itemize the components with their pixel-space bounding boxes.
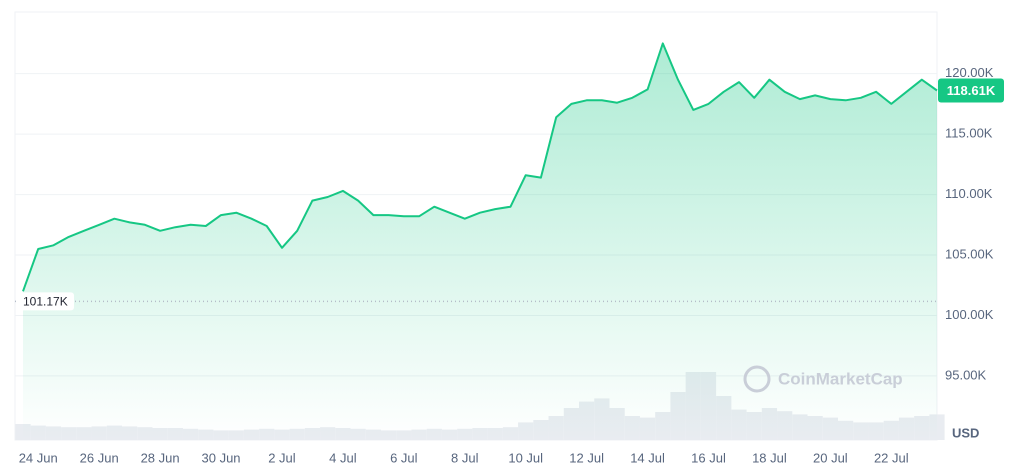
price-area: [23, 43, 937, 441]
x-tick-label: 8 Jul: [451, 450, 479, 465]
x-tick-label: 6 Jul: [390, 450, 418, 465]
x-tick-label: 16 Jul: [691, 450, 726, 465]
y-tick-label: 95.00K: [945, 367, 987, 382]
x-tick-label: 20 Jul: [813, 450, 848, 465]
x-tick-label: 10 Jul: [508, 450, 543, 465]
watermark-text: CoinMarketCap: [778, 369, 903, 388]
start-label-bg: [18, 292, 74, 311]
x-tick-label: 14 Jul: [630, 450, 665, 465]
x-tick-label: 12 Jul: [569, 450, 604, 465]
last-price-badge: [938, 78, 1004, 103]
x-tick-label: 2 Jul: [268, 450, 296, 465]
y-tick-label: 110.00K: [945, 186, 993, 201]
currency-label: USD: [952, 425, 979, 440]
x-tick-label: 28 Jun: [141, 450, 180, 465]
x-tick-label: 4 Jul: [329, 450, 357, 465]
watermark: CoinMarketCap: [743, 365, 903, 393]
x-tick-label: 24 Jun: [19, 450, 58, 465]
x-tick-label: 18 Jul: [752, 450, 787, 465]
y-tick-label: 100.00K: [945, 307, 994, 322]
y-tick-label: 115.00K: [945, 126, 993, 141]
start-label: 101.17K: [23, 294, 68, 308]
price-line: [22, 42, 938, 292]
x-tick-label: 22 Jul: [874, 450, 909, 465]
y-tick-label: 120.00K: [945, 65, 994, 80]
last-price-label: 118.61K: [947, 83, 996, 98]
x-tick-label: 26 Jun: [80, 450, 119, 465]
y-tick-label: 105.00K: [945, 246, 994, 261]
x-tick-label: 30 Jun: [202, 450, 241, 465]
